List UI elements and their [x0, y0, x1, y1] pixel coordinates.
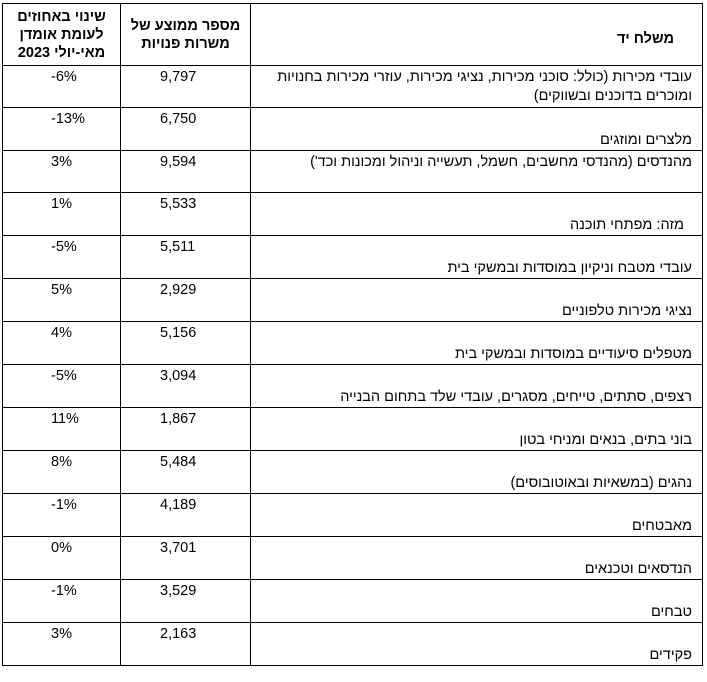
change-cell: 3%	[2, 150, 121, 193]
header-change: שינוי באחוזים לעומת אומדן מאי-יולי 2023	[2, 3, 121, 66]
occupation-cell: מלצרים ומוזגים	[250, 107, 703, 151]
occupation-cell: נהגים (במשאיות ובאוטובוסים)	[250, 450, 703, 494]
table-row: -5% 5,511 עובדי מטבח וניקיון במוסדות ובמ…	[2, 235, 703, 279]
table-row: -13% 6,750 מלצרים ומוזגים	[2, 107, 703, 151]
table-row: 3% 2,163 פקידים	[2, 622, 703, 666]
avg-cell: 9,797	[120, 65, 251, 108]
occupation-label: הנדסאים וטכנאים	[584, 561, 692, 577]
header-occupation: משלח יד	[250, 3, 703, 66]
occupation-cell: מאבטחים	[250, 493, 703, 537]
change-cell: 8%	[2, 450, 121, 494]
change-cell: 3%	[2, 622, 121, 666]
change-cell: 11%	[2, 407, 121, 451]
change-cell: 4%	[2, 321, 121, 365]
occupation-label: מהנדסים (מהנדסי מחשבים, חשמל, תעשייה וני…	[310, 154, 692, 170]
occupation-cell: טבחים	[250, 579, 703, 623]
avg-cell: 5,484	[120, 450, 251, 494]
table-row: 3% 9,594 מהנדסים (מהנדסי מחשבים, חשמל, ת…	[2, 150, 703, 193]
avg-cell: 9,594	[120, 150, 251, 193]
change-cell: -1%	[2, 579, 121, 623]
change-cell: -5%	[2, 364, 121, 408]
occupation-label: מלצרים ומוזגים	[600, 132, 692, 148]
occupation-label: מטפלים סיעודיים במוסדות ובמשקי בית	[454, 346, 692, 362]
occupation-label: עובדי מכירות (כולל: סוכני מכירות, נציגי …	[277, 69, 692, 104]
occupation-label: פקידים	[649, 647, 692, 663]
avg-cell: 3,701	[120, 536, 251, 580]
table-row: -1% 4,189 מאבטחים	[2, 493, 703, 537]
change-cell: -1%	[2, 493, 121, 537]
table-row: 8% 5,484 נהגים (במשאיות ובאוטובוסים)	[2, 450, 703, 494]
occupation-label: טבחים	[651, 604, 692, 620]
avg-cell: 5,156	[120, 321, 251, 365]
change-cell: -13%	[2, 107, 121, 151]
avg-cell: 2,163	[120, 622, 251, 666]
occupation-label: מזה: מפתחי תוכנה	[570, 217, 684, 233]
change-cell: -5%	[2, 235, 121, 279]
occupation-label: עובדי מטבח וניקיון במוסדות ובמשקי בית	[447, 260, 692, 276]
table-row: 4% 5,156 מטפלים סיעודיים במוסדות ובמשקי …	[2, 321, 703, 365]
occupation-cell: עובדי מכירות (כולל: סוכני מכירות, נציגי …	[250, 65, 703, 108]
occupation-label: נציגי מכירות טלפוניים	[561, 303, 692, 319]
occupation-cell: מהנדסים (מהנדסי מחשבים, חשמל, תעשייה וני…	[250, 150, 703, 193]
change-cell: 1%	[2, 192, 121, 236]
table-row: -1% 3,529 טבחים	[2, 579, 703, 623]
table-row: 5% 2,929 נציגי מכירות טלפוניים	[2, 278, 703, 322]
avg-cell: 5,533	[120, 192, 251, 236]
table-row: -5% 3,094 רצפים, סתתים, טייחים, מסגרים, …	[2, 364, 703, 408]
change-cell: -6%	[2, 65, 121, 108]
occupation-label: בוני בתים, בנאים ומניחי בטון	[519, 432, 692, 448]
occupation-cell: נציגי מכירות טלפוניים	[250, 278, 703, 322]
table-row: 1% 5,533 מזה: מפתחי תוכנה	[2, 192, 703, 236]
occupation-cell: מטפלים סיעודיים במוסדות ובמשקי בית	[250, 321, 703, 365]
avg-cell: 5,511	[120, 235, 251, 279]
occupation-label: רצפים, סתתים, טייחים, מסגרים, עובדי שלד …	[340, 389, 692, 405]
change-cell: 0%	[2, 536, 121, 580]
occupation-label: מאבטחים	[631, 518, 692, 534]
avg-cell: 3,529	[120, 579, 251, 623]
table-row: 11% 1,867 בוני בתים, בנאים ומניחי בטון	[2, 407, 703, 451]
open-positions-table: שינוי באחוזים לעומת אומדן מאי-יולי 2023 …	[2, 3, 703, 666]
avg-cell: 6,750	[120, 107, 251, 151]
avg-cell: 1,867	[120, 407, 251, 451]
occupation-cell: בוני בתים, בנאים ומניחי בטון	[250, 407, 703, 451]
change-cell: 5%	[2, 278, 121, 322]
header-avg-open-positions: מספר ממוצע של משרות פנויות	[120, 3, 251, 66]
occupation-label: נהגים (במשאיות ובאוטובוסים)	[510, 475, 692, 491]
avg-cell: 4,189	[120, 493, 251, 537]
occupation-cell: עובדי מטבח וניקיון במוסדות ובמשקי בית	[250, 235, 703, 279]
table-header-row: שינוי באחוזים לעומת אומדן מאי-יולי 2023 …	[2, 3, 703, 66]
table-row: 0% 3,701 הנדסאים וטכנאים	[2, 536, 703, 580]
table-row: -6% 9,797 עובדי מכירות (כולל: סוכני מכיר…	[2, 65, 703, 108]
occupation-cell: הנדסאים וטכנאים	[250, 536, 703, 580]
occupation-cell: מזה: מפתחי תוכנה	[250, 192, 703, 236]
occupation-cell: רצפים, סתתים, טייחים, מסגרים, עובדי שלד …	[250, 364, 703, 408]
occupation-cell: פקידים	[250, 622, 703, 666]
avg-cell: 3,094	[120, 364, 251, 408]
avg-cell: 2,929	[120, 278, 251, 322]
